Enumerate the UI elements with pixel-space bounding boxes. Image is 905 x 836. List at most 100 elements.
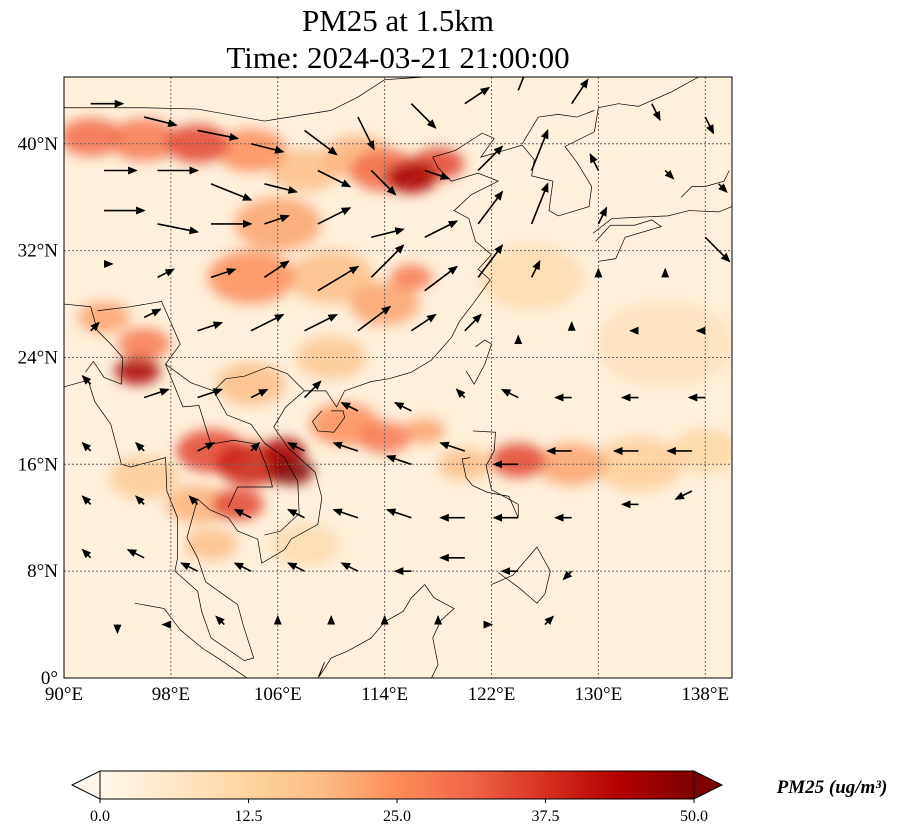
wind-arrow	[589, 153, 600, 171]
wind-arrow	[477, 145, 504, 172]
coastlines	[64, 77, 732, 678]
lat-tick-label: 32°N	[18, 241, 59, 262]
wind-arrow	[264, 183, 298, 194]
lat-tick-label: 8°N	[27, 561, 58, 582]
wind-arrow	[332, 508, 359, 519]
wind-arrow	[477, 244, 504, 278]
pm25-plume	[670, 429, 732, 473]
wind-arrow	[197, 442, 216, 452]
wind-arrow	[464, 313, 482, 332]
wind-arrow	[197, 321, 224, 332]
colorbar-label: PM25 (ug/m³)	[776, 777, 888, 798]
colorbar-tick-label: 37.5	[532, 808, 560, 825]
wind-arrow	[90, 321, 100, 332]
wind-arrow	[704, 116, 714, 135]
wind-arrow	[180, 562, 198, 572]
wind-arrow	[287, 442, 305, 452]
coastline	[64, 77, 425, 122]
colorbar-gradient	[99, 770, 695, 800]
plot-title: PM25 at 1.5km	[301, 3, 495, 38]
wind-arrow	[651, 103, 661, 122]
wind-arrow	[135, 495, 145, 505]
wind-arrow	[317, 169, 352, 188]
lon-tick-label: 114°E	[361, 684, 408, 705]
wind-arrow	[332, 441, 359, 452]
pm25-plume	[64, 117, 122, 157]
wind-arrow	[317, 265, 360, 292]
wind-arrow	[439, 441, 466, 452]
wind-arrow	[393, 402, 412, 412]
gridlines	[64, 77, 732, 678]
wind-arrow	[718, 183, 728, 193]
wind-arrow	[81, 441, 92, 452]
wind-arrow	[455, 388, 466, 399]
wind-arrow	[370, 169, 397, 196]
wind-arrow	[233, 562, 252, 572]
plot-subtitle-time: Time: 2024-03-21 21:00:00	[226, 40, 570, 75]
wind-arrow	[664, 169, 675, 180]
pm25-plume	[184, 528, 238, 561]
wind-arrow	[530, 259, 541, 278]
wind-arrow	[304, 129, 338, 156]
coastline	[465, 339, 492, 385]
coastline	[64, 303, 124, 385]
wind-arrow	[517, 77, 525, 91]
wind-arrow	[210, 183, 253, 201]
colorbar-tick-label: 0.0	[90, 808, 110, 825]
wind-arrow	[135, 441, 145, 452]
wind-arrow	[357, 116, 375, 151]
pm25-plume	[287, 250, 375, 305]
wind-arrow	[188, 495, 199, 505]
wind-arrow	[597, 206, 608, 225]
lon-tick-label: 98°E	[152, 684, 190, 705]
colorbar-under-arrow	[70, 770, 101, 800]
coastline	[592, 206, 732, 234]
wind-arrow	[571, 78, 589, 105]
pm25-plume	[349, 282, 420, 326]
pm25-plume	[211, 488, 264, 521]
pm25-plume	[269, 523, 340, 566]
wind-arrow	[250, 441, 261, 452]
wind-arrow	[674, 490, 693, 500]
lon-tick-label: 138°E	[681, 684, 729, 705]
wind-arrow	[287, 509, 305, 519]
coastline	[595, 219, 662, 262]
wind-arrow	[424, 220, 459, 238]
lon-tick-label: 122°E	[468, 684, 516, 705]
pm25-plume	[269, 149, 340, 192]
pm25-plume	[403, 418, 446, 444]
lon-tick-label: 106°E	[254, 684, 302, 705]
wind-arrow	[250, 143, 285, 154]
lat-axis: 0° 8°N 16°N 24°N 32°N 40°N	[18, 134, 59, 689]
wind-arrow	[81, 375, 92, 385]
wind-arrow	[210, 268, 237, 279]
coastline	[134, 602, 248, 678]
pm25-plume	[536, 442, 607, 486]
wind-arrow	[157, 268, 175, 279]
coastline	[317, 584, 425, 678]
wind-arrow	[197, 129, 240, 141]
wind-arrow	[410, 313, 437, 332]
lon-axis: 90°E 98°E 106°E 114°E 122°E 130°E 138°E	[45, 684, 729, 705]
wind-arrow	[544, 615, 555, 626]
wind-arrow	[530, 129, 549, 171]
wind-arrow	[562, 570, 573, 581]
wind-arrow	[477, 190, 504, 225]
wind-arrow	[287, 562, 305, 572]
pm25-plume	[595, 301, 732, 387]
pm25-plume	[207, 250, 295, 305]
coastline	[97, 300, 305, 392]
wind-arrow	[357, 305, 392, 332]
lat-tick-label: 24°N	[18, 347, 59, 368]
coastline	[165, 364, 273, 508]
wind-arrow	[143, 116, 178, 128]
wind-arrow	[385, 508, 412, 519]
lat-tick-label: 0°	[41, 668, 58, 689]
pm25-plume	[118, 328, 171, 361]
wind-arrow	[371, 227, 405, 239]
wind-arrow	[215, 615, 225, 626]
wind-arrow	[304, 314, 338, 332]
wind-arrow	[197, 388, 224, 399]
